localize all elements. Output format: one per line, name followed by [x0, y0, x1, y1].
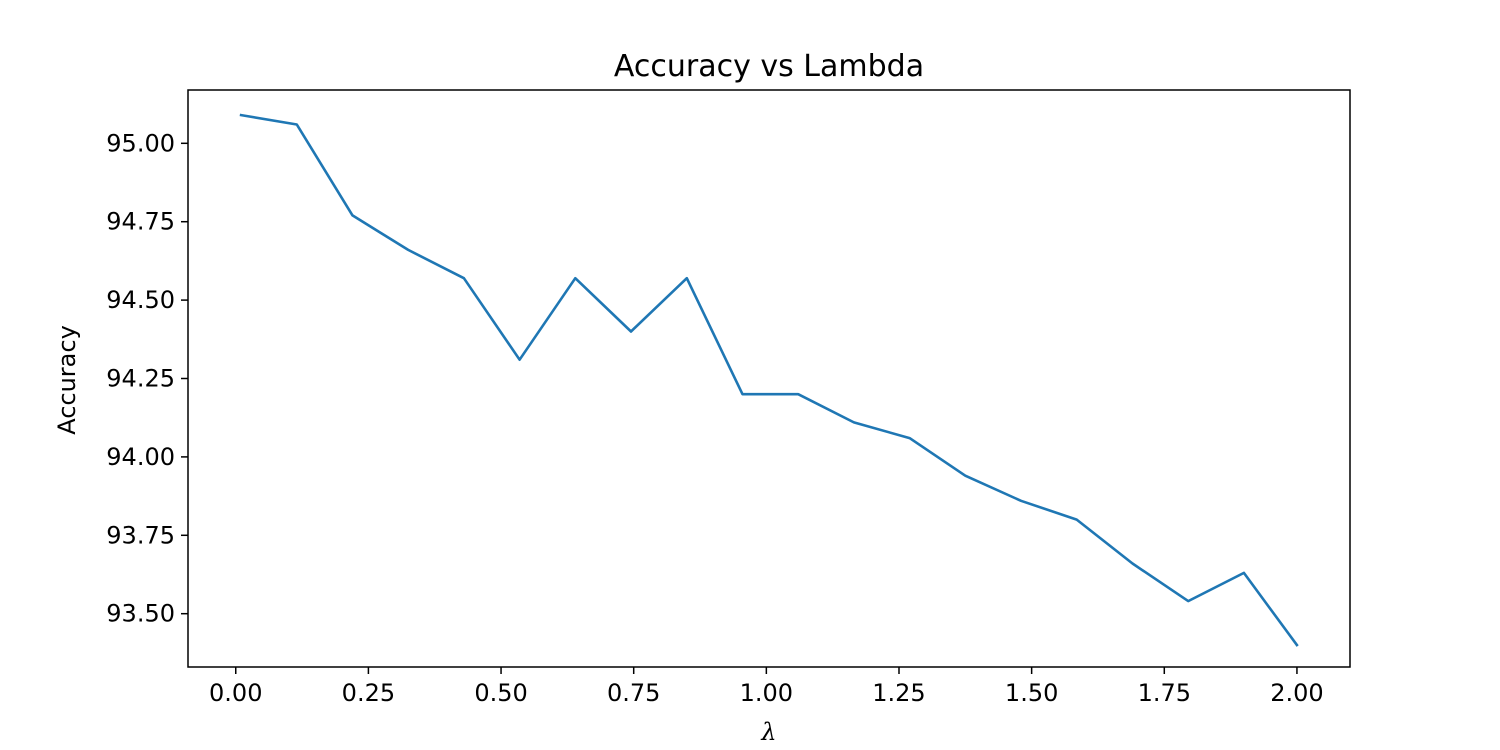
y-tick-label: 94.75	[106, 208, 175, 236]
x-axis: 0.00 0.25 0.50 0.75 1.00 1.25 1.50 1.75 2.00	[209, 667, 1324, 707]
y-axis-label: Accuracy	[53, 325, 81, 435]
x-tick-label: 0.75	[607, 679, 660, 707]
y-axis: 93.50 93.75 94.00 94.25 94.50 94.75 95.00	[106, 129, 188, 628]
chart-title: Accuracy vs Lambda	[614, 49, 924, 84]
y-tick-label: 94.00	[106, 443, 175, 471]
y-tick-label: 93.50	[106, 600, 175, 628]
x-tick-label: 1.50	[1005, 679, 1058, 707]
plot-frame	[187, 89, 1351, 668]
x-tick-label: 0.25	[342, 679, 395, 707]
y-tick-label: 93.75	[106, 521, 175, 549]
x-tick-label: 0.00	[209, 679, 262, 707]
x-tick-label: 1.25	[872, 679, 925, 707]
x-tick-label: 0.50	[474, 679, 527, 707]
x-tick-label: 2.00	[1270, 679, 1323, 707]
plot-background	[188, 90, 1350, 667]
series-layer	[239, 113, 1299, 647]
y-tick-label: 95.00	[106, 129, 175, 157]
x-axis-label: λ	[760, 718, 776, 746]
x-tick-label: 1.00	[740, 679, 793, 707]
y-tick-label: 94.25	[106, 365, 175, 393]
y-tick-label: 94.50	[106, 286, 175, 314]
x-tick-label: 1.75	[1138, 679, 1191, 707]
series-line	[239, 113, 1299, 647]
